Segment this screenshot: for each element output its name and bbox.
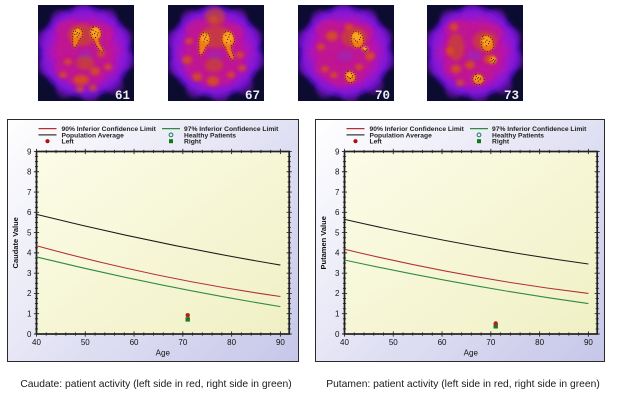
svg-text:1: 1 — [27, 310, 32, 319]
svg-text:50: 50 — [81, 338, 90, 347]
svg-text:73: 73 — [504, 89, 519, 101]
svg-text:Age: Age — [464, 349, 479, 358]
svg-text:90: 90 — [584, 338, 593, 347]
svg-text:Healthy Patients: Healthy Patients — [184, 132, 236, 139]
svg-text:40: 40 — [32, 338, 41, 347]
svg-text:9: 9 — [335, 147, 340, 156]
svg-text:61: 61 — [115, 89, 130, 101]
svg-text:Caudate Value: Caudate Value — [11, 217, 20, 268]
svg-text:Putamen Value: Putamen Value — [319, 216, 328, 269]
svg-text:Age: Age — [156, 349, 171, 358]
svg-text:40: 40 — [340, 338, 349, 347]
svg-text:3: 3 — [27, 269, 32, 278]
svg-text:80: 80 — [227, 338, 236, 347]
svg-text:Left: Left — [370, 139, 383, 146]
svg-text:5: 5 — [335, 228, 340, 237]
svg-text:0: 0 — [335, 330, 340, 339]
svg-text:6: 6 — [335, 208, 340, 217]
svg-text:60: 60 — [438, 338, 447, 347]
svg-text:7: 7 — [335, 188, 340, 197]
svg-text:5: 5 — [27, 228, 32, 237]
svg-text:Population Average: Population Average — [370, 132, 433, 139]
svg-text:67: 67 — [245, 89, 260, 101]
svg-text:7: 7 — [27, 188, 32, 197]
svg-text:Right: Right — [492, 139, 510, 146]
svg-text:3: 3 — [335, 269, 340, 278]
svg-text:90% Inferior Confidence Limit: 90% Inferior Confidence Limit — [370, 126, 465, 133]
svg-text:60: 60 — [130, 338, 139, 347]
svg-text:90% Inferior Confidence Limit: 90% Inferior Confidence Limit — [62, 126, 157, 133]
svg-text:0: 0 — [27, 330, 32, 339]
svg-text:90: 90 — [276, 338, 285, 347]
svg-text:97% Inferior Confidence Limit: 97% Inferior Confidence Limit — [492, 126, 587, 133]
svg-text:4: 4 — [27, 249, 32, 258]
svg-text:Healthy Patients: Healthy Patients — [492, 132, 544, 139]
svg-text:Left: Left — [62, 139, 75, 146]
svg-text:Right: Right — [184, 139, 202, 146]
svg-text:70: 70 — [178, 338, 187, 347]
svg-text:50: 50 — [389, 338, 398, 347]
svg-text:1: 1 — [335, 310, 340, 319]
svg-text:6: 6 — [27, 208, 32, 217]
svg-text:2: 2 — [335, 289, 340, 298]
svg-text:9: 9 — [27, 147, 32, 156]
svg-text:97% Inferior Confidence Limit: 97% Inferior Confidence Limit — [184, 126, 279, 133]
svg-text:8: 8 — [335, 168, 340, 177]
svg-text:80: 80 — [535, 338, 544, 347]
svg-text:2: 2 — [27, 289, 32, 298]
svg-text:Population Average: Population Average — [62, 132, 125, 139]
svg-text:70: 70 — [486, 338, 495, 347]
svg-text:70: 70 — [375, 89, 390, 101]
svg-text:8: 8 — [27, 168, 32, 177]
svg-text:4: 4 — [335, 249, 340, 258]
